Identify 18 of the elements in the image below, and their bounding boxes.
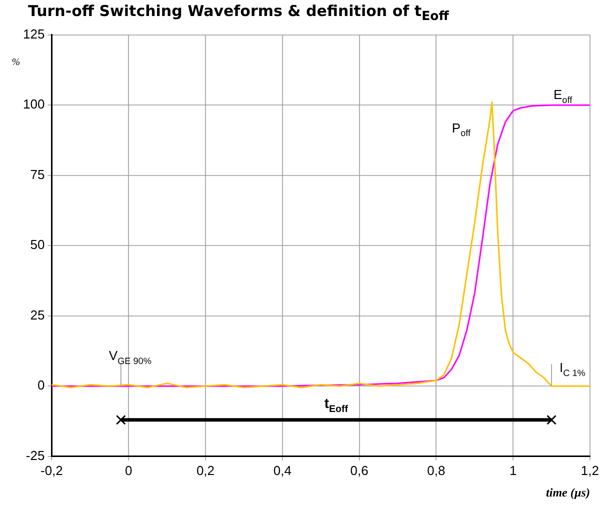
- y-tick-label: 100: [22, 96, 45, 112]
- x-axis-title: time (µs): [546, 485, 590, 500]
- x-tick-label: 0: [124, 462, 132, 478]
- y-axis-title: %: [12, 56, 20, 68]
- x-tick-label: 0,4: [273, 462, 292, 478]
- y-tick-label: 75: [30, 166, 45, 182]
- x-tick-label: 1,2: [580, 462, 600, 478]
- x-tick-label: 0,2: [196, 462, 215, 478]
- x-tick-label: -0,2: [40, 462, 63, 478]
- x-tick-label: 0,6: [350, 462, 368, 478]
- x-tick-label: 0,8: [427, 462, 446, 478]
- y-tick-label: 25: [30, 307, 45, 322]
- y-tick-label: 0: [37, 378, 45, 393]
- x-tick-label: 1: [509, 462, 517, 478]
- y-tick-label: -25: [26, 448, 45, 463]
- y-tick-label: 125: [22, 26, 45, 42]
- y-tick-label: 50: [30, 237, 45, 252]
- chart-title: Turn-off Switching Waveforms & definition of t$_{Eoff}$: [27, 1, 450, 24]
